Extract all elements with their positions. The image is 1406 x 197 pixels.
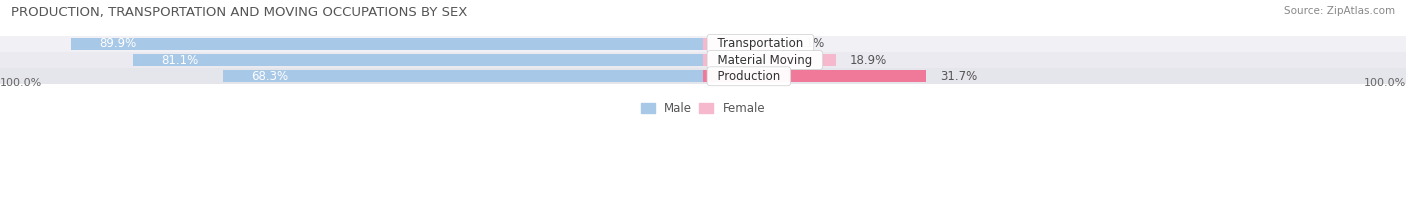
Text: 68.3%: 68.3%: [250, 70, 288, 83]
Text: 81.1%: 81.1%: [160, 54, 198, 67]
Bar: [0, 68, 1406, 84]
Bar: [70, 38, 703, 50]
Text: Material Moving: Material Moving: [710, 54, 820, 67]
Text: 18.9%: 18.9%: [849, 54, 887, 67]
Text: Transportation: Transportation: [710, 37, 811, 50]
Text: 100.0%: 100.0%: [0, 78, 42, 88]
Legend: Male, Female: Male, Female: [641, 102, 765, 115]
Bar: [0, 52, 1406, 68]
Bar: [0, 36, 1406, 52]
Text: 100.0%: 100.0%: [1364, 78, 1406, 88]
Text: 10.1%: 10.1%: [787, 37, 825, 50]
Bar: [703, 71, 925, 82]
Bar: [132, 54, 703, 66]
Text: 31.7%: 31.7%: [939, 70, 977, 83]
Bar: [703, 38, 773, 50]
Text: Production: Production: [710, 70, 787, 83]
Bar: [222, 71, 703, 82]
Text: 89.9%: 89.9%: [98, 37, 136, 50]
Text: Source: ZipAtlas.com: Source: ZipAtlas.com: [1284, 6, 1395, 16]
Bar: [703, 54, 835, 66]
Text: PRODUCTION, TRANSPORTATION AND MOVING OCCUPATIONS BY SEX: PRODUCTION, TRANSPORTATION AND MOVING OC…: [11, 6, 468, 19]
